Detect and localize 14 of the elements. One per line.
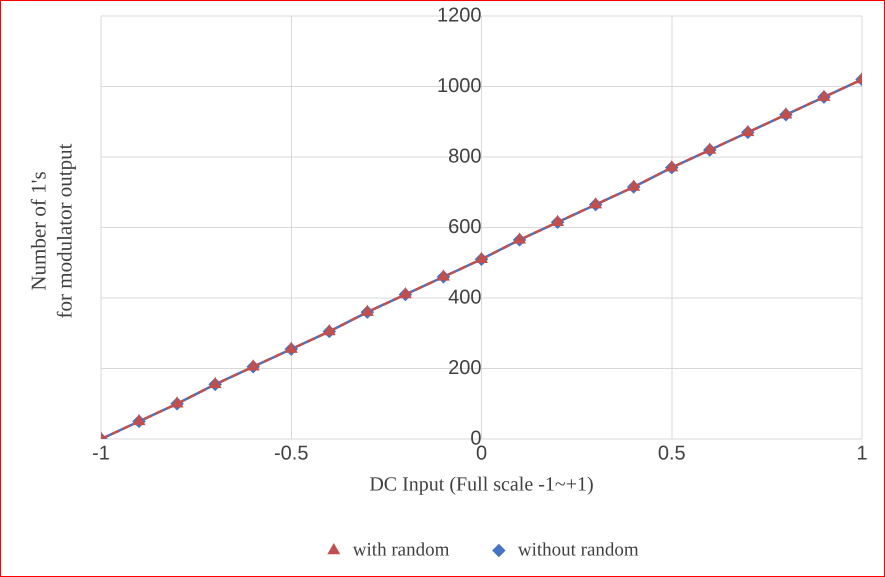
legend-label: without random: [518, 539, 639, 560]
y-tick-label: 1200: [437, 4, 482, 27]
y-tick-label: 200: [448, 357, 482, 380]
y-axis-title: Number of 1's for modulator output: [25, 144, 77, 318]
x-tick-label: -1: [92, 442, 110, 465]
legend-label: with random: [352, 539, 450, 560]
x-tick-label: 1: [856, 442, 868, 465]
x-tick-label: 0.5: [658, 442, 686, 465]
y-tick-label: 800: [448, 146, 482, 168]
x-axis-title: DC Input (Full scale -1~+1): [369, 473, 594, 496]
y-tick-label: 600: [448, 216, 482, 238]
y-tick-label: 400: [448, 286, 482, 309]
y-tick-label: 1000: [437, 75, 482, 98]
x-tick-label: -0.5: [274, 442, 308, 465]
